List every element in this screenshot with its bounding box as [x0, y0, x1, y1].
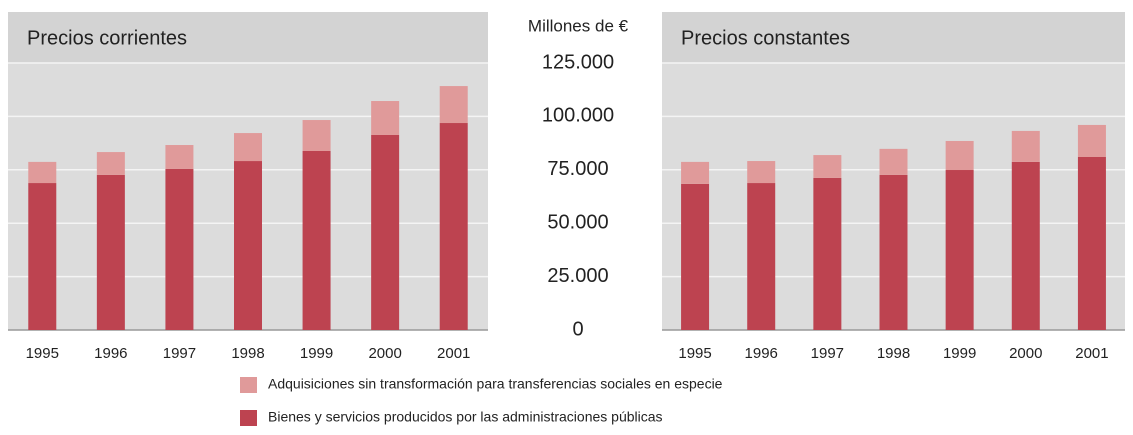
- bar-segment: [879, 174, 908, 330]
- y-tick-label: 100.000: [542, 105, 614, 127]
- bar-segment: [302, 120, 331, 152]
- bar-segment: [747, 183, 776, 330]
- bar-segment: [945, 170, 974, 330]
- bar-segment: [813, 177, 842, 330]
- bar-segment: [813, 155, 842, 178]
- legend-label: Adquisiciones sin transformación para tr…: [268, 376, 723, 392]
- y-tick-label: 125.000: [542, 51, 614, 73]
- panel-title: Precios constantes: [681, 27, 850, 49]
- bar-segment: [681, 161, 710, 184]
- legend-label: Bienes y servicios producidos por las ad…: [268, 409, 663, 425]
- y-tick-label: 75.000: [547, 158, 608, 180]
- panel-title-band: [8, 12, 488, 63]
- bar-segment: [165, 168, 194, 330]
- bar-segment: [439, 123, 468, 330]
- x-tick-label: 1998: [231, 345, 264, 362]
- bar-segment: [28, 161, 57, 184]
- x-tick-label: 1999: [943, 345, 976, 362]
- bar-segment: [439, 86, 468, 124]
- bar-segment: [96, 174, 125, 330]
- y-tick-label: 25.000: [547, 265, 608, 287]
- x-tick-label: 1999: [300, 345, 333, 362]
- x-tick-label: 1996: [94, 345, 127, 362]
- x-tick-label: 2000: [1009, 345, 1042, 362]
- x-tick-label: 1997: [163, 345, 196, 362]
- bar-segment: [1011, 130, 1040, 162]
- bar-segment: [1011, 161, 1040, 330]
- y-tick-label: 50.000: [547, 211, 608, 233]
- x-tick-label: 2001: [437, 345, 470, 362]
- x-tick-label: 2000: [368, 345, 401, 362]
- panel-title-band: [662, 12, 1125, 63]
- x-tick-label: 1995: [26, 345, 59, 362]
- bar-segment: [302, 151, 331, 330]
- y-tick-label: 0: [572, 318, 583, 340]
- x-tick-label: 1996: [745, 345, 778, 362]
- x-tick-label: 2001: [1075, 345, 1108, 362]
- x-tick-label: 1995: [678, 345, 711, 362]
- bar-segment: [96, 152, 125, 175]
- bar-segment: [681, 183, 710, 330]
- bar-segment: [165, 145, 194, 169]
- bar-segment: [1077, 124, 1106, 157]
- panel-title: Precios corrientes: [27, 27, 187, 49]
- bar-segment: [371, 134, 400, 330]
- bar-segment: [945, 140, 974, 171]
- y-axis-label: Millones de €: [528, 16, 629, 35]
- bar-segment: [28, 183, 57, 330]
- bar-segment: [747, 161, 776, 184]
- bar-segment: [234, 161, 262, 330]
- bar-segment: [879, 148, 908, 175]
- x-tick-label: 1997: [811, 345, 844, 362]
- legend-swatch: [240, 377, 257, 393]
- x-tick-label: 1998: [877, 345, 910, 362]
- bar-segment: [234, 133, 262, 162]
- bar-segment: [1077, 156, 1106, 330]
- bar-segment: [371, 101, 400, 135]
- legend-swatch: [240, 410, 257, 426]
